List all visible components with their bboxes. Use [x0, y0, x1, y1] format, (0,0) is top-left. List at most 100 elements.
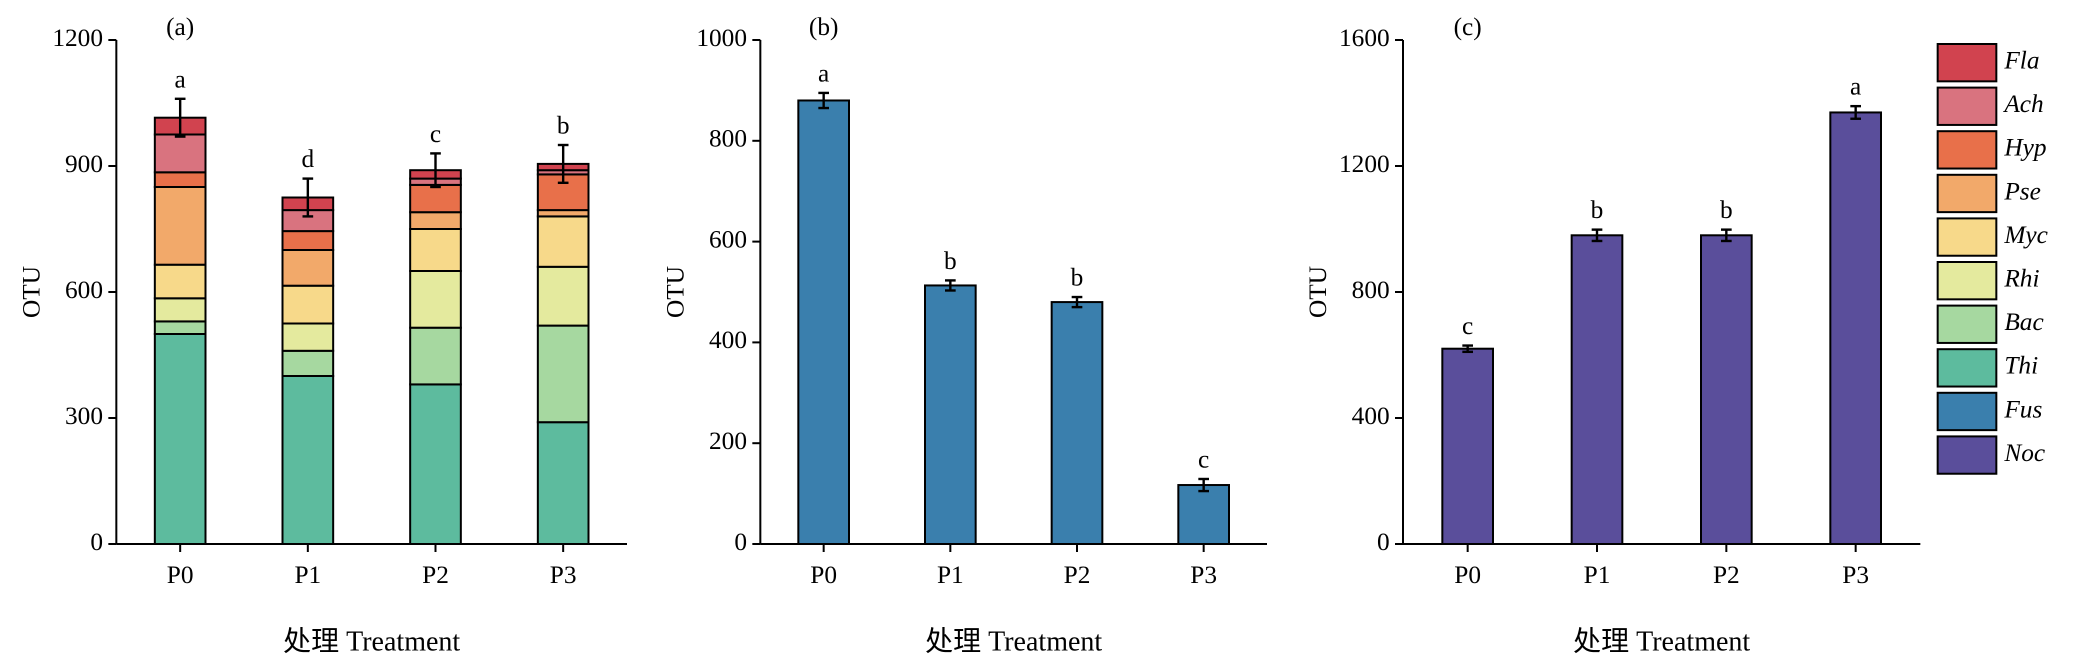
legend-label: Bac: [2004, 308, 2043, 336]
bar-segment: [153, 297, 207, 323]
y-axis-label: OTU: [1304, 266, 1332, 318]
bar-segment: [153, 186, 207, 266]
y-tick-label: 0: [1377, 528, 1390, 556]
y-axis-label: OTU: [17, 266, 45, 318]
legend-swatch: [1936, 43, 1998, 83]
y-tick-label: 600: [709, 225, 747, 253]
y-axis-label: OTU: [661, 266, 689, 318]
significance-label: a: [1850, 73, 1861, 101]
y-tick-label: 600: [65, 276, 103, 304]
bar-segment: [153, 171, 207, 189]
legend-label: Fus: [2003, 395, 2042, 423]
legend-label: Noc: [2003, 439, 2045, 467]
panel-label: (b): [809, 13, 839, 41]
y-tick-label: 1200: [52, 24, 103, 52]
significance-label: b: [1720, 196, 1733, 224]
bar-segment: [536, 421, 590, 545]
legend-swatch: [1936, 217, 1998, 257]
panel-label: (c): [1454, 13, 1482, 41]
y-tick-label: 200: [709, 427, 747, 455]
x-tick-label: P2: [1713, 561, 1740, 589]
x-tick-label: P2: [422, 561, 449, 589]
significance-label: b: [557, 111, 570, 139]
x-tick-label: P2: [1064, 561, 1091, 589]
y-tick-label: 1600: [1339, 24, 1390, 52]
x-tick-label: P1: [294, 561, 321, 589]
bar: [1829, 111, 1882, 546]
significance-label: a: [818, 59, 829, 87]
legend-swatch: [1936, 391, 1998, 432]
bar-segment: [153, 333, 207, 545]
x-tick-label: P1: [937, 561, 964, 589]
y-tick-label: 800: [1352, 276, 1390, 304]
y-tick-label: 1000: [696, 24, 747, 52]
bar-segment: [409, 383, 462, 545]
bar-segment: [409, 183, 462, 214]
x-tick-label: P0: [810, 561, 837, 589]
legend-label: Hyp: [2003, 134, 2046, 162]
legend-swatch: [1936, 86, 1998, 126]
x-tick-label: P0: [167, 561, 194, 589]
bar-segment: [281, 230, 335, 251]
legend-label: Ach: [2002, 90, 2043, 118]
bar: [1700, 234, 1753, 545]
legend-label: Pse: [2003, 177, 2041, 205]
bar: [797, 99, 850, 546]
legend-swatch: [1936, 130, 1998, 170]
bar-segment: [153, 133, 207, 174]
legend-label: Thi: [2004, 352, 2038, 380]
y-tick-label: 0: [734, 528, 747, 556]
x-tick-label: P3: [1842, 561, 1869, 589]
x-axis-label: 处理 Treatment: [283, 625, 460, 657]
bar-segment: [409, 326, 462, 386]
x-axis-label: 处理 Treatment: [925, 625, 1102, 657]
x-tick-label: P3: [1190, 561, 1217, 589]
x-tick-label: P3: [550, 561, 577, 589]
legend-label: Fla: [2003, 46, 2039, 74]
y-tick-label: 800: [709, 125, 747, 153]
legend-swatch: [1936, 304, 1998, 344]
y-tick-label: 400: [1352, 402, 1390, 430]
bar-segment: [281, 284, 335, 325]
significance-label: d: [301, 145, 314, 173]
significance-label: a: [175, 65, 186, 93]
bar-segment: [536, 215, 590, 268]
legend-swatch: [1936, 173, 1998, 214]
x-tick-label: P0: [1454, 561, 1481, 589]
panel-label: (a): [166, 13, 194, 41]
significance-label: b: [944, 247, 957, 275]
y-tick-label: 1200: [1339, 150, 1390, 178]
bar-segment: [536, 324, 590, 424]
y-tick-label: 900: [65, 150, 103, 178]
bar: [1050, 301, 1104, 545]
x-axis-label: 处理 Treatment: [1573, 625, 1750, 657]
bar: [1441, 347, 1494, 545]
bar-segment: [409, 211, 462, 230]
bar: [1570, 234, 1624, 545]
y-tick-label: 0: [90, 528, 103, 556]
x-tick-label: P1: [1584, 561, 1611, 589]
significance-label: b: [1071, 264, 1084, 292]
bar-segment: [153, 263, 207, 300]
bar: [1177, 484, 1230, 545]
significance-label: b: [1591, 196, 1604, 224]
legend-label: Myc: [2003, 221, 2048, 249]
significance-label: c: [1198, 445, 1209, 473]
legend-label: Rhi: [2003, 264, 2039, 292]
bar-segment: [153, 320, 207, 336]
bar-segment: [409, 269, 462, 329]
legend-swatch: [1936, 435, 1998, 475]
bar-segment: [409, 228, 462, 272]
bar-segment: [281, 248, 335, 287]
y-tick-label: 400: [709, 326, 747, 354]
y-tick-label: 300: [65, 402, 103, 430]
significance-label: c: [1462, 312, 1473, 340]
bar: [924, 284, 977, 545]
bar-segment: [281, 349, 335, 378]
significance-label: c: [430, 120, 441, 148]
bar-segment: [281, 375, 335, 545]
bar-segment: [281, 322, 335, 352]
bar-segment: [536, 265, 590, 327]
legend-swatch: [1936, 260, 1998, 301]
